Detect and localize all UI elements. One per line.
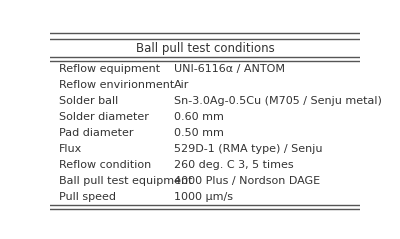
Text: Solder ball: Solder ball bbox=[59, 96, 118, 106]
Text: Air: Air bbox=[174, 80, 189, 90]
Text: Reflow condition: Reflow condition bbox=[59, 160, 152, 170]
Text: UNI-6116α / ANTOM: UNI-6116α / ANTOM bbox=[174, 64, 285, 74]
Text: 529D-1 (RMA type) / Senju: 529D-1 (RMA type) / Senju bbox=[174, 144, 322, 154]
Text: Pad diameter: Pad diameter bbox=[59, 128, 134, 138]
Text: Reflow envirionment: Reflow envirionment bbox=[59, 80, 174, 90]
Text: 0.50 mm: 0.50 mm bbox=[174, 128, 224, 138]
Text: Ball pull test conditions: Ball pull test conditions bbox=[136, 42, 274, 54]
Text: 4000 Plus / Nordson DAGE: 4000 Plus / Nordson DAGE bbox=[174, 176, 320, 186]
Text: Sn-3.0Ag-0.5Cu (M705 / Senju metal): Sn-3.0Ag-0.5Cu (M705 / Senju metal) bbox=[174, 96, 382, 106]
Text: 1000 μm/s: 1000 μm/s bbox=[174, 192, 233, 202]
Text: Solder diameter: Solder diameter bbox=[59, 112, 149, 122]
Text: 260 deg. C 3, 5 times: 260 deg. C 3, 5 times bbox=[174, 160, 294, 170]
Text: Flux: Flux bbox=[59, 144, 82, 154]
Text: Reflow equipment: Reflow equipment bbox=[59, 64, 160, 74]
Text: 0.60 mm: 0.60 mm bbox=[174, 112, 224, 122]
Text: Pull speed: Pull speed bbox=[59, 192, 116, 202]
Text: Ball pull test equipment: Ball pull test equipment bbox=[59, 176, 193, 186]
